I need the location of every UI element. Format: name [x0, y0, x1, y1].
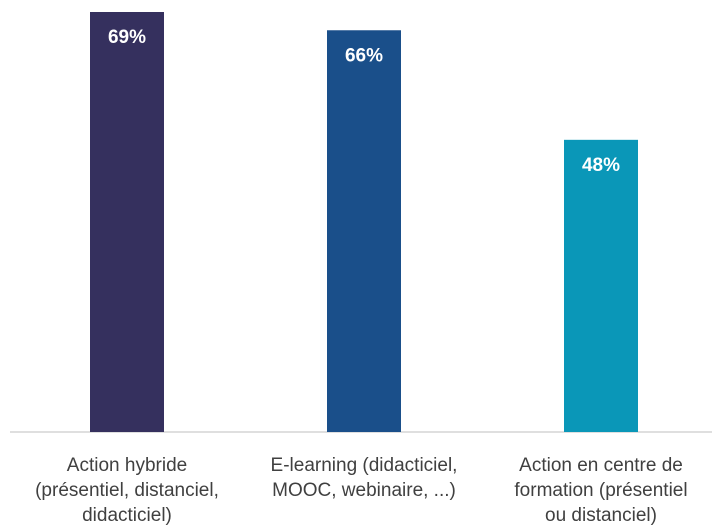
bar-value-label-2: 66%	[345, 45, 383, 66]
category-label-2: E-learning (didacticiel, MOOC, webinaire,…	[271, 455, 458, 501]
category-label-1: Action hybride (présentiel, distanciel, di…	[35, 455, 219, 526]
bar-3	[564, 139, 638, 432]
bar-value-label-1: 69%	[108, 27, 146, 48]
bar-2	[327, 30, 401, 433]
category-label-3: Action en centre de formation (présentiel…	[514, 455, 687, 526]
bar-value-label-3: 48%	[582, 155, 620, 176]
bar-1	[90, 12, 164, 432]
